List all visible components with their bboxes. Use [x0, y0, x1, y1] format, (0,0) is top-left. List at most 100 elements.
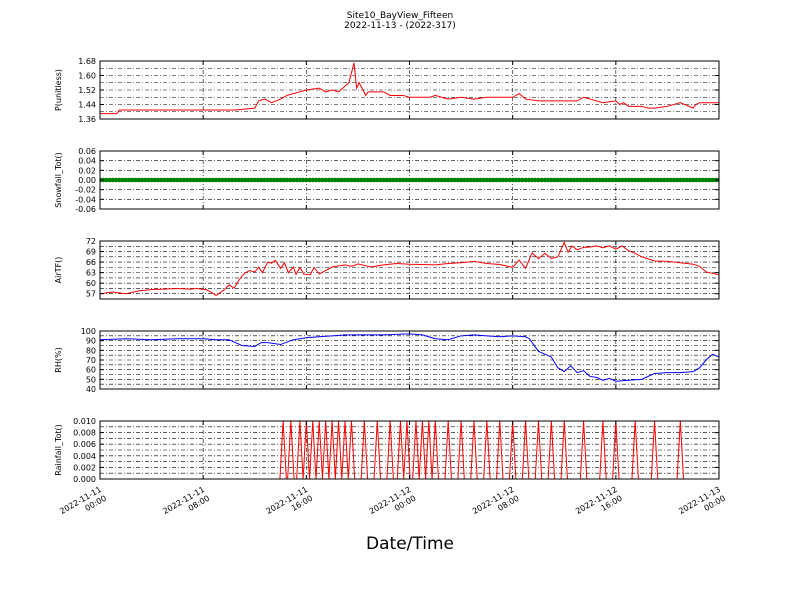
panel-2-point	[316, 177, 322, 183]
panel-2-point	[197, 177, 203, 183]
panel-4-ytick-label: 50	[86, 375, 96, 384]
panel-5-ytick-label: 0.000	[73, 475, 96, 484]
panel-2-point	[407, 177, 412, 183]
panel-2-point	[384, 177, 390, 183]
panel-2-point	[391, 177, 396, 183]
panel-2-point	[674, 177, 680, 183]
panel-2-ytick-label: 0.00	[78, 176, 96, 185]
panel-2-point	[697, 177, 702, 183]
xtick-label: 2022-11-1208:00	[471, 485, 521, 525]
panel-2-point	[349, 177, 354, 183]
panel-2-point	[594, 177, 599, 183]
panel-2-point	[123, 177, 129, 183]
panel-2-point	[684, 177, 690, 183]
panel-2-point	[549, 177, 554, 183]
panel-1-ytick-label: 1.36	[78, 115, 96, 124]
panel-2-point	[642, 177, 648, 183]
panel-2-point	[342, 177, 348, 183]
panel-4-ytick-label: 90	[86, 337, 96, 346]
panel-2-point	[694, 177, 699, 183]
panel-2-point	[171, 177, 177, 183]
panel-3-series-line	[100, 241, 719, 297]
panel-2-point	[110, 177, 116, 183]
panel-2-point	[619, 177, 625, 183]
panel-2-point	[500, 177, 506, 183]
panel-2-point	[552, 177, 557, 183]
panel-2-point	[339, 177, 345, 183]
panel-3-ytick-label: 72	[86, 237, 96, 246]
panel-2-point	[107, 177, 112, 183]
panel-2-point	[616, 177, 622, 183]
panel-2-point	[571, 177, 577, 183]
x-axis-label: Date/Time	[366, 534, 454, 554]
panel-2-point	[497, 177, 503, 183]
xtick-label: 2022-11-1200:00	[368, 485, 418, 525]
panel-2-point	[648, 177, 654, 183]
panel-2-point	[258, 177, 264, 183]
panel-2-point	[400, 177, 406, 183]
panel-3-ytick-label: 57	[86, 290, 96, 299]
panel-2-point	[262, 177, 267, 183]
panel-2-point	[175, 177, 180, 183]
panel-2-point	[381, 177, 387, 183]
panel-2-point	[523, 177, 528, 183]
panel-2-point	[326, 177, 332, 183]
panel-2-point	[536, 177, 541, 183]
panel-2-point	[268, 177, 274, 183]
panel-2-ytick-label: 0.06	[78, 147, 96, 156]
panel-2-point	[300, 177, 306, 183]
panel-2-point	[671, 177, 677, 183]
panel-5-ylabel: Rainfall_Tot()	[54, 424, 63, 476]
panel-2-point	[590, 177, 596, 183]
panel-2-point	[597, 177, 603, 183]
panel-3-ytick-label: 66	[86, 258, 96, 267]
panel-2-point	[368, 177, 374, 183]
panel-2-point	[229, 177, 235, 183]
panel-2-point	[603, 177, 609, 183]
panel-2-point	[307, 177, 312, 183]
panel-2-point	[442, 177, 448, 183]
panel-2-point	[681, 177, 686, 183]
panel-2-point	[462, 177, 467, 183]
panel-2-point	[104, 177, 109, 183]
panel-1-ylabel: P(unitless)	[54, 69, 63, 111]
panel-2-point	[362, 177, 367, 183]
panel-5-ytick-label: 0.002	[73, 463, 96, 472]
panel-2-point	[287, 177, 293, 183]
panel-2-point	[703, 177, 709, 183]
panel-2-point	[484, 177, 490, 183]
panel-2-point	[165, 177, 171, 183]
panel-2-point	[336, 177, 341, 183]
panel-2-point	[584, 177, 590, 183]
panel-2-point	[526, 177, 532, 183]
panel-2-point	[403, 177, 409, 183]
panel-4-ylabel: RH(%)	[54, 347, 63, 372]
panel-2-point	[278, 177, 283, 183]
panel-2-point	[371, 177, 377, 183]
panel-2-point	[271, 177, 277, 183]
panel-2-point	[429, 177, 435, 183]
panel-2-point	[275, 177, 280, 183]
panel-2-point	[420, 177, 425, 183]
panel-2-point	[181, 177, 187, 183]
panel-1-series-line	[100, 62, 719, 115]
panel-2-point	[133, 177, 138, 183]
panel-2-point	[223, 177, 229, 183]
panel-2-point	[387, 177, 393, 183]
panel-2-point	[394, 177, 399, 183]
panel-1-ytick-label: 1.68	[78, 57, 96, 66]
chart-title-line1: Site10_BayView_Fifteen	[346, 11, 454, 21]
panel-2-point	[690, 177, 696, 183]
panel-2-point	[187, 177, 193, 183]
panel-2-point	[452, 177, 457, 183]
panel-2-point	[471, 177, 477, 183]
panel-2-point	[117, 177, 122, 183]
panel-2-point	[561, 177, 567, 183]
panel-2-point	[700, 177, 706, 183]
panel-2-point	[474, 177, 480, 183]
panel-2-point	[436, 177, 441, 183]
panel-2-point	[565, 177, 570, 183]
panel-4-ytick-label: 40	[86, 385, 96, 394]
panel-2-point	[146, 177, 151, 183]
panel-2-point	[449, 177, 454, 183]
